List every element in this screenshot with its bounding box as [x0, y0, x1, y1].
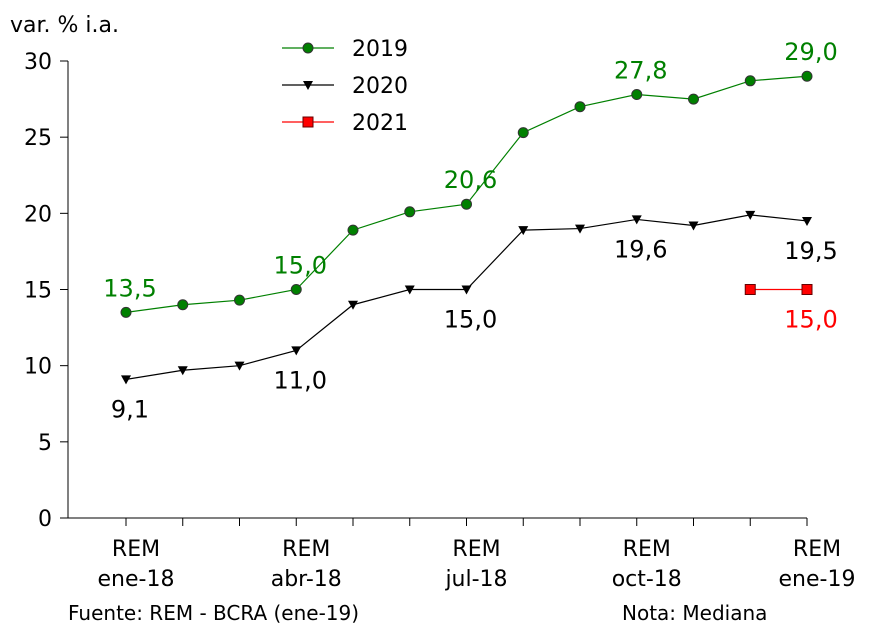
legend-label: 2019	[352, 37, 408, 62]
y-tick-label: 30	[24, 50, 52, 75]
data-label: 11,0	[274, 366, 327, 394]
point	[575, 224, 585, 234]
point	[234, 361, 245, 371]
point	[517, 127, 529, 139]
point	[631, 89, 643, 101]
data-label: 20,6	[444, 166, 497, 194]
data-label: 9,1	[111, 395, 149, 423]
y-tick-label: 5	[38, 431, 52, 456]
data-label: 19,6	[614, 235, 667, 263]
point	[291, 346, 302, 356]
point	[461, 285, 472, 295]
point	[177, 299, 189, 311]
point	[461, 198, 472, 210]
point	[745, 210, 756, 220]
x-tick-label: REM jul-18	[444, 537, 507, 592]
point	[302, 42, 314, 54]
point	[688, 93, 699, 105]
series-line	[125, 214, 808, 380]
y-tick-label: 0	[38, 507, 52, 532]
data-label: 13,5	[103, 274, 156, 302]
point	[121, 375, 131, 385]
point	[347, 224, 359, 236]
data-label: 15,0	[784, 306, 837, 334]
point	[234, 294, 245, 306]
legend-label: 2020	[352, 74, 408, 99]
y-tick-label: 15	[24, 279, 52, 304]
point	[290, 284, 302, 295]
point	[744, 75, 756, 87]
point	[688, 221, 699, 231]
legend-label: 2021	[352, 111, 408, 136]
data-label: 27,8	[614, 57, 667, 85]
y-tick-label: 25	[24, 126, 52, 151]
point	[574, 101, 586, 113]
data-label: 15,0	[274, 252, 327, 280]
point	[802, 216, 812, 226]
y-tick-label: 10	[24, 355, 52, 380]
point	[302, 116, 314, 128]
data-label: 29,0	[784, 38, 837, 66]
point	[518, 226, 529, 236]
point	[404, 285, 415, 295]
point	[120, 306, 132, 318]
series-line	[125, 75, 808, 313]
point	[631, 215, 642, 225]
data-label: 15,0	[444, 306, 497, 334]
source: Fuente: REM - BCRA (ene-19)	[68, 601, 359, 625]
point	[744, 284, 756, 295]
data-label: 19,5	[784, 237, 837, 265]
x-tick-label: REM oct-18	[612, 537, 682, 592]
point	[177, 366, 188, 376]
x-tick-label: REM ene-18	[98, 537, 175, 592]
point	[348, 300, 358, 310]
x-tick-label: REM abr-18	[271, 537, 342, 592]
note: Nota: Mediana	[622, 601, 767, 625]
point	[801, 70, 813, 82]
point	[801, 284, 813, 295]
x-tick-label: REM ene-19	[779, 537, 856, 592]
y-axis-label: var. % i.a.	[10, 13, 119, 38]
point	[303, 81, 313, 90]
y-tick-label: 20	[24, 202, 52, 227]
point	[404, 206, 416, 218]
